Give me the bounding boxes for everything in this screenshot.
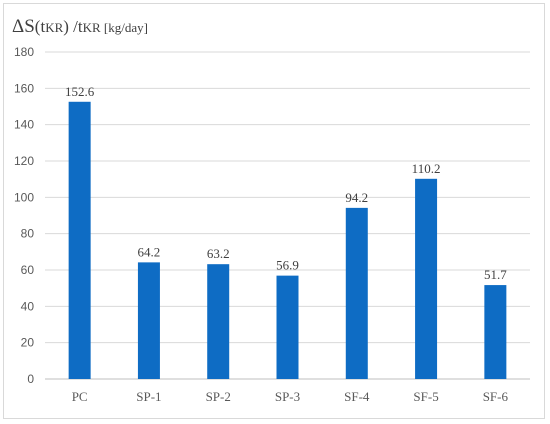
- x-tick-label: SP-3: [275, 389, 300, 404]
- bar: [68, 101, 91, 379]
- x-tick-label: SF-6: [483, 389, 509, 404]
- y-tick-label: 160: [14, 81, 34, 95]
- y-tick-label: 40: [21, 299, 35, 313]
- y-tick-label: 120: [14, 154, 34, 168]
- bar: [415, 178, 438, 379]
- y-axis-label-denom-sub: KR: [82, 20, 101, 35]
- data-label: 63.2: [207, 246, 230, 261]
- x-tick-label: SF-4: [344, 389, 370, 404]
- y-axis-label-paren-open: (t: [34, 17, 46, 36]
- data-label: 56.9: [276, 258, 299, 273]
- y-axis-label-unit: [kg/day]: [100, 20, 148, 35]
- y-tick-label: 100: [14, 190, 34, 204]
- bar: [484, 285, 507, 379]
- y-axis-label-sub: KR: [45, 20, 64, 35]
- bar: [276, 275, 299, 379]
- data-label: 94.2: [345, 190, 368, 205]
- data-label: 152.6: [65, 84, 95, 99]
- y-axis-label: ΔS(tKR) /tKR [kg/day]: [12, 17, 148, 36]
- y-tick-label: 180: [14, 45, 34, 59]
- x-tick-label: SP-1: [136, 389, 161, 404]
- y-axis-label-paren-close: ) /t: [63, 17, 83, 36]
- x-tick-label: SF-5: [413, 389, 438, 404]
- data-label: 64.2: [138, 244, 161, 259]
- x-tick-label: SP-2: [206, 389, 231, 404]
- bar: [207, 264, 230, 379]
- data-label: 51.7: [484, 267, 507, 282]
- y-tick-label: 60: [21, 263, 35, 277]
- bar: [345, 207, 368, 379]
- y-tick-label: 20: [21, 336, 35, 350]
- y-axis-label-prefix: ΔS: [12, 16, 35, 37]
- y-tick-label: 140: [14, 118, 34, 132]
- x-tick-label: PC: [72, 389, 88, 404]
- y-tick-label: 0: [27, 372, 34, 386]
- data-label: 110.2: [412, 161, 441, 176]
- bar: [137, 262, 160, 379]
- chart-frame: [3, 3, 545, 419]
- y-tick-label: 80: [21, 227, 35, 241]
